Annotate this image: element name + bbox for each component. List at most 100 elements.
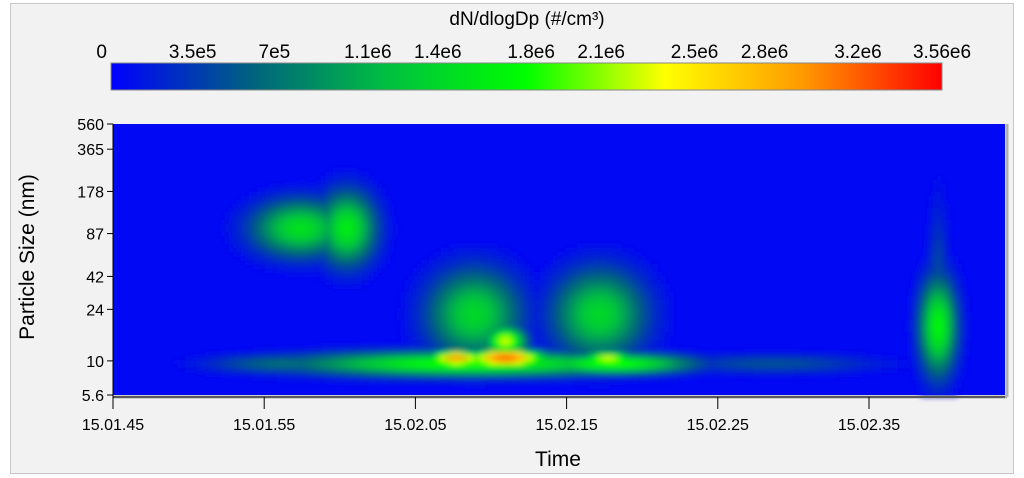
heatmap-cell [581, 252, 586, 257]
heatmap-cell [629, 280, 634, 285]
heatmap-cell [393, 380, 398, 385]
heatmap-cell [661, 336, 666, 341]
heatmap-cell [317, 368, 322, 373]
heatmap-cell [965, 300, 970, 305]
heatmap-cell [457, 244, 462, 249]
heatmap-cell [485, 284, 490, 289]
heatmap-cell [445, 320, 450, 325]
heatmap-cell [701, 372, 706, 377]
heatmap-cell [569, 308, 574, 313]
heatmap-cell [445, 252, 450, 257]
heatmap-cell [501, 364, 506, 369]
heatmap-cell [933, 352, 938, 357]
heatmap-cell [413, 380, 418, 385]
heatmap-cell [533, 300, 538, 305]
heatmap-cell [465, 292, 470, 297]
heatmap-cell [561, 352, 566, 357]
heatmap-cell [477, 344, 482, 349]
heatmap-cell [481, 356, 486, 361]
heatmap-cell [325, 180, 330, 185]
heatmap-cell [405, 344, 410, 349]
heatmap-cell [245, 236, 250, 241]
heatmap-cell [565, 364, 570, 369]
heatmap-cell [597, 364, 602, 369]
heatmap-cell [637, 284, 642, 289]
heatmap-cell [337, 376, 342, 381]
heatmap-cell [401, 316, 406, 321]
heatmap-cell [409, 296, 414, 301]
heatmap-cell [473, 244, 478, 249]
heatmap-cell [917, 384, 922, 389]
heatmap-cell [237, 248, 242, 253]
heatmap-cell [365, 356, 370, 361]
heatmap-cell [505, 328, 510, 333]
heatmap-cell [517, 368, 522, 373]
heatmap-cell [621, 336, 626, 341]
heatmap-cell [281, 264, 286, 269]
heatmap-cell [453, 320, 458, 325]
heatmap-cell [945, 312, 950, 317]
heatmap-cell [961, 340, 966, 345]
heatmap-cell [245, 200, 250, 205]
heatmap-cell [769, 368, 774, 373]
heatmap-cell [921, 316, 926, 321]
heatmap-cell [557, 268, 562, 273]
heatmap-cell [441, 304, 446, 309]
heatmap-cell [497, 260, 502, 265]
heatmap-cell [453, 352, 458, 357]
heatmap-cell [657, 308, 662, 313]
heatmap-cell [385, 380, 390, 385]
heatmap-cell [325, 176, 330, 181]
heatmap-cell [241, 368, 246, 373]
heatmap-cell [297, 216, 302, 221]
heatmap-cell [401, 320, 406, 325]
heatmap-cell [581, 264, 586, 269]
heatmap-cell [669, 316, 674, 321]
heatmap-cell [353, 276, 358, 281]
heatmap-cell [577, 264, 582, 269]
heatmap-cell [533, 288, 538, 293]
heatmap-cell [945, 392, 950, 397]
heatmap-cell [565, 340, 570, 345]
heatmap-cell [453, 368, 458, 373]
heatmap-cell [625, 256, 630, 261]
heatmap-cell [461, 360, 466, 365]
colorbar-tick-label: 2.5e6 [671, 42, 719, 63]
heatmap-cell [941, 316, 946, 321]
heatmap-cell [413, 280, 418, 285]
heatmap-cell [369, 176, 374, 181]
heatmap-cell [509, 284, 514, 289]
heatmap-cell [505, 304, 510, 309]
heatmap-cell [465, 316, 470, 321]
heatmap-cell [341, 280, 346, 285]
heatmap-cell [761, 360, 766, 365]
heatmap-cell [509, 348, 514, 353]
heatmap-cell [381, 196, 386, 201]
heatmap-cell [373, 364, 378, 369]
heatmap-cell [429, 368, 434, 373]
heatmap-cell [405, 368, 410, 373]
heatmap-cell [413, 328, 418, 333]
heatmap-cell [641, 260, 646, 265]
heatmap-cell [925, 276, 930, 281]
heatmap-cell [441, 248, 446, 253]
heatmap-cell [313, 208, 318, 213]
heatmap-cell [321, 368, 326, 373]
heatmap-cell [805, 360, 810, 365]
heatmap-cell [497, 344, 502, 349]
heatmap-cell [441, 380, 446, 385]
heatmap-cell [381, 232, 386, 237]
heatmap-cell [369, 208, 374, 213]
heatmap-cell [949, 348, 954, 353]
heatmap-cell [589, 288, 594, 293]
heatmap-cell [453, 292, 458, 297]
heatmap-cell [481, 324, 486, 329]
heatmap-cell [953, 320, 958, 325]
heatmap-cell [593, 272, 598, 277]
heatmap-cell [613, 284, 618, 289]
heatmap-cell [289, 352, 294, 357]
heatmap-cell [481, 328, 486, 333]
heatmap-cell [813, 360, 818, 365]
heatmap-cell [649, 368, 654, 373]
heatmap-cell [725, 356, 730, 361]
